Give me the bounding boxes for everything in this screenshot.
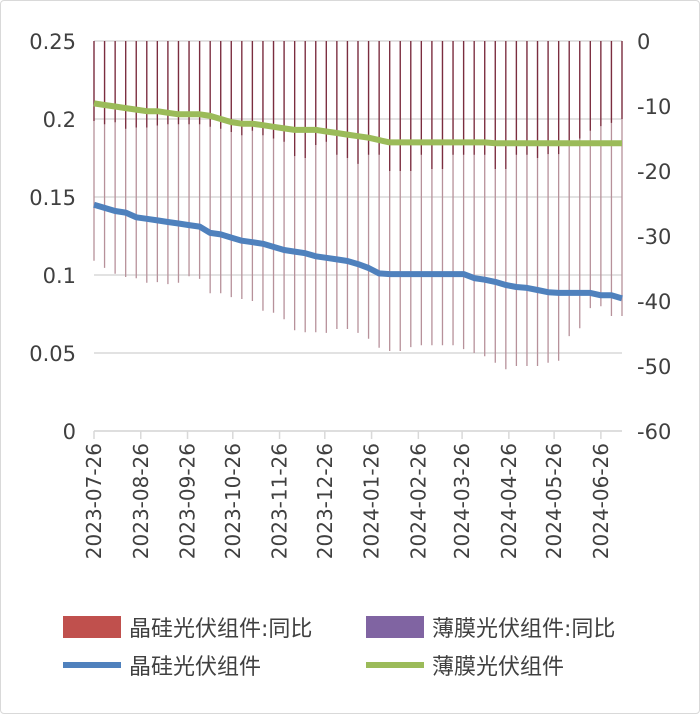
x-axis-tick-label: 2023-07-26 [82,443,106,559]
legend-label: 晶硅光伏组件:同比 [129,617,313,642]
x-axis-tick-label: 2023-08-26 [129,443,153,559]
x-axis-tick-label: 2023-09-26 [176,443,200,559]
legend-label: 薄膜光伏组件:同比 [432,617,616,642]
line-thinfilm [93,100,622,147]
legend-item-thinfilm: 薄膜光伏组件 [366,649,564,681]
legend-item-thinfilm-yoy: 薄膜光伏组件:同比 [366,611,615,643]
x-axis-tick-label: 2024-02-26 [406,443,430,559]
x-axis-tick-label: 2024-05-26 [542,443,566,559]
left-axis-tick-label: 0.1 [43,264,76,288]
left-axis-tick-label: 0 [63,420,76,444]
right-axis-tick-label: -20 [637,160,671,184]
left-axis-tick-label: 0.25 [29,30,76,54]
legend-swatch-thinfilm [366,662,424,668]
legend-swatch-silicon [63,662,121,668]
left-axis-tick-label: 0.2 [43,108,76,132]
x-axis-tick-label: 2024-01-26 [360,443,384,559]
right-axis-tick-label: -40 [637,290,671,314]
right-axis-tick-label: -30 [637,225,671,249]
x-axis-tick-label: 2024-06-26 [589,443,613,559]
right-axis-tick-label: 0 [637,30,650,54]
legend-swatch-thinfilm-yoy [366,616,424,638]
x-axis-tick-label: 2023-10-26 [221,443,245,559]
x-axis-tick-label: 2024-03-26 [450,443,474,559]
legend-item-silicon-yoy: 晶硅光伏组件:同比 [63,611,312,643]
x-axis-tick-label: 2023-11-26 [268,443,292,559]
legend-swatch-silicon-yoy [63,616,121,638]
left-axis-tick-label: 0.15 [29,186,76,210]
chart-plot: 00.050.10.150.20.25-60-50-40-30-20-10020… [29,30,671,559]
legend-label: 薄膜光伏组件 [432,655,565,680]
right-axis-tick-label: -10 [637,95,671,119]
legend-label: 晶硅光伏组件 [129,655,262,680]
x-axis-tick-label: 2023-12-26 [313,443,337,559]
line-silicon [93,201,623,302]
right-axis-tick-label: -60 [637,420,671,444]
x-axis-tick-label: 2024-04-26 [497,443,521,559]
right-axis-tick-label: -50 [637,355,671,379]
legend-item-silicon: 晶硅光伏组件 [63,649,261,681]
left-axis-tick-label: 0.05 [29,342,76,366]
